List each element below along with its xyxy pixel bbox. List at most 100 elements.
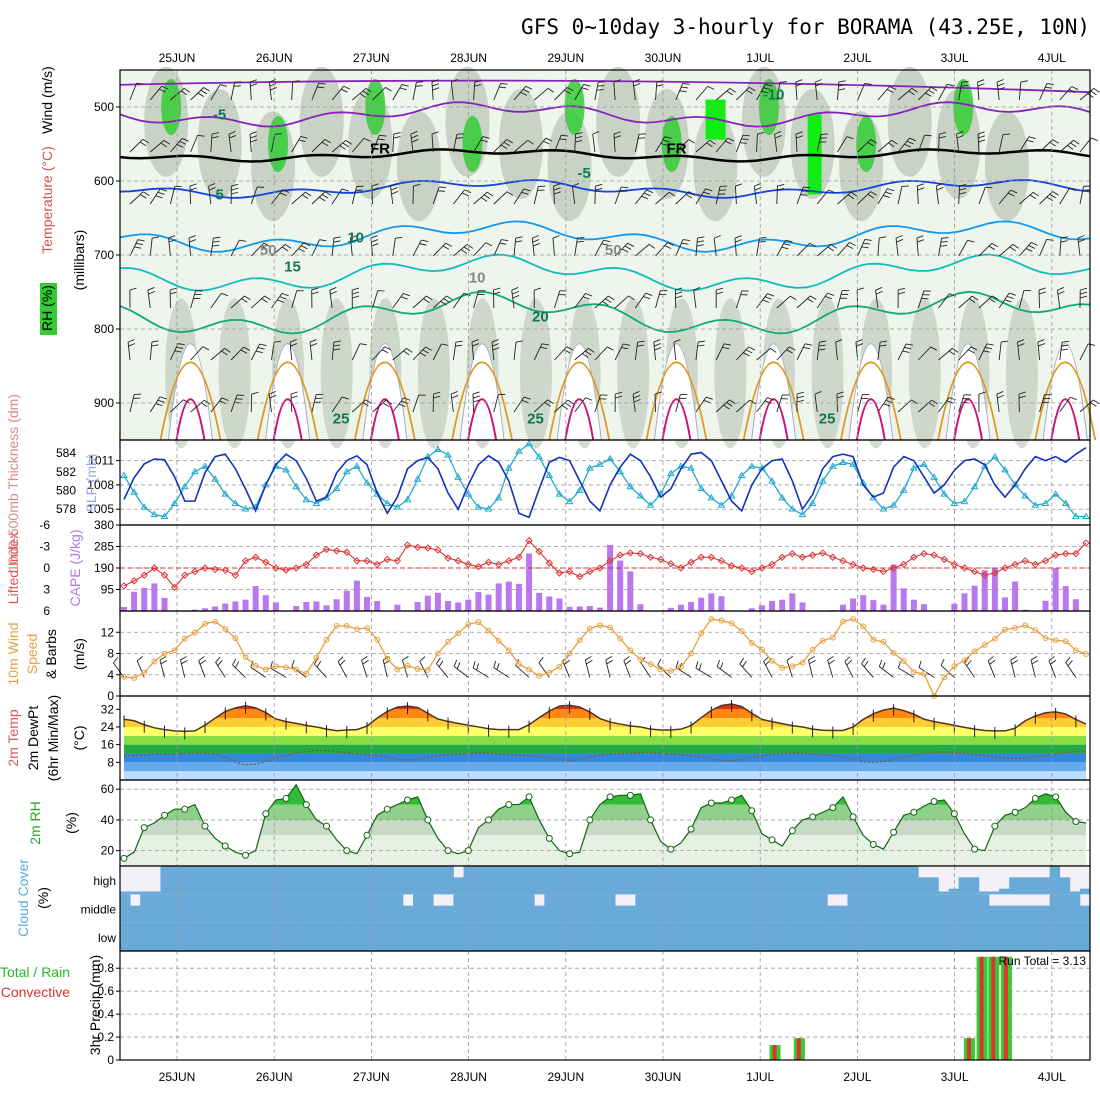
cape-bar	[1001, 597, 1008, 611]
wind-barb-flag	[199, 659, 207, 665]
cape-bar	[860, 595, 867, 611]
wind-barb-flag	[818, 348, 826, 351]
cloud-bar-high	[958, 877, 970, 895]
cloud-bar-middle	[322, 894, 333, 923]
wind-barb	[877, 188, 888, 205]
wind-speed-point	[688, 650, 694, 657]
thickness-point	[606, 454, 614, 462]
wind-barb-flag	[158, 88, 166, 93]
wind-speed-point	[657, 666, 664, 673]
wind-barb	[311, 83, 319, 101]
cloud-bar-middle	[180, 894, 192, 923]
wind-barb-flag	[421, 239, 429, 243]
cloud-bar-middle	[908, 894, 919, 923]
cloud-bar-middle	[130, 905, 141, 923]
cape-bar	[1062, 586, 1069, 611]
wind-barb-flag	[160, 659, 168, 665]
cloud-axis-label: Cloud Cover	[15, 859, 31, 937]
wind-speed-point	[819, 637, 826, 644]
wind-barb-flag	[883, 195, 890, 198]
cloud-bar-middle	[524, 894, 535, 923]
cloud-bar-low	[999, 922, 1010, 951]
wind-barb-flag	[857, 287, 864, 291]
cape-bar	[272, 602, 279, 611]
wind-barb-flag	[682, 82, 690, 85]
cloud-bar-low	[776, 922, 788, 951]
wind-barb-flag	[419, 243, 427, 246]
wind-barb	[329, 290, 333, 309]
dry-cell	[362, 343, 408, 441]
li-point	[788, 549, 797, 558]
wind-barb-flag	[886, 89, 894, 93]
cloud-bar-high	[685, 866, 697, 895]
rh-point	[404, 796, 412, 804]
wind-barb	[189, 185, 192, 205]
wind-barb-flag	[239, 239, 247, 242]
cloud-bar-middle	[301, 894, 313, 923]
wind-barb-flag	[486, 191, 494, 197]
wind-barb-flag	[476, 663, 479, 671]
wind-barb-flag	[643, 296, 651, 300]
cloud-bar-middle	[766, 894, 778, 923]
wind-barb-flag	[861, 657, 866, 665]
cloud-bar-high	[231, 866, 242, 895]
wind-barb-flag	[219, 84, 227, 87]
wind-barb-flag	[431, 131, 439, 135]
thickness-point	[180, 482, 189, 490]
cloud-bar-middle	[1019, 905, 1030, 923]
cloud-bar-high	[807, 866, 818, 895]
cloud-bar-low	[493, 922, 505, 951]
li-point	[960, 564, 969, 572]
wind-barb-flag	[217, 660, 223, 666]
li-point	[292, 564, 300, 572]
cloud-bar-low	[443, 922, 454, 951]
wind-barb-flag	[767, 397, 775, 401]
rh-point	[647, 816, 655, 824]
wind-speed-point	[1072, 647, 1079, 654]
thickness-point	[707, 493, 716, 501]
wind-speed-point	[303, 670, 310, 677]
cape-bar	[839, 604, 846, 611]
wind-barb-flag	[329, 287, 337, 291]
thickness-point	[383, 499, 392, 506]
wind-barb-flag	[284, 244, 292, 249]
wind-barb-flag	[365, 87, 373, 93]
wind-barb-flag	[174, 350, 182, 353]
wind-barb-flag	[333, 340, 341, 343]
wind-barb-flag	[1067, 145, 1074, 150]
wind-barb-flag	[499, 242, 507, 245]
wind-barb-flag	[966, 660, 972, 667]
wind-barb-flag	[623, 656, 630, 661]
cloud-bar-middle	[271, 894, 283, 923]
cape-bar	[1022, 609, 1029, 611]
isotherm-line-hot	[1050, 398, 1081, 441]
date-label-top: 1JUL	[746, 51, 774, 65]
isotherm-line-warm	[937, 361, 999, 441]
wind-barb	[168, 238, 171, 257]
cloud-bar-low	[231, 922, 242, 951]
wind-barb-flag	[163, 139, 170, 145]
isotherm-line-warm	[645, 361, 708, 441]
wind-barb-flag	[807, 298, 814, 303]
wind-barb-flag	[300, 245, 308, 250]
wind-barb-flag	[503, 141, 511, 147]
wind-barb	[147, 290, 151, 309]
li-tick-label: 0	[43, 561, 50, 575]
wind-barb-flag	[277, 299, 285, 303]
cloud-bar-high	[584, 866, 596, 895]
wind-barb	[895, 238, 899, 257]
wind-barb-flag	[978, 391, 986, 395]
wind-barb-flag	[240, 349, 248, 354]
wind-speed-point	[850, 616, 856, 622]
cloud-bar-low	[746, 922, 757, 951]
wind-barb-flag	[140, 194, 147, 199]
cloud-bar-middle	[827, 905, 838, 923]
wind-barb-flag	[561, 134, 569, 137]
cape-bar	[1042, 600, 1049, 611]
cloud-bar-middle	[352, 894, 363, 923]
cloud-bar-high	[311, 866, 323, 895]
wind-barb-flag	[410, 131, 418, 135]
cloud-bar-high	[887, 866, 899, 895]
cloud-bar-low	[483, 922, 495, 951]
